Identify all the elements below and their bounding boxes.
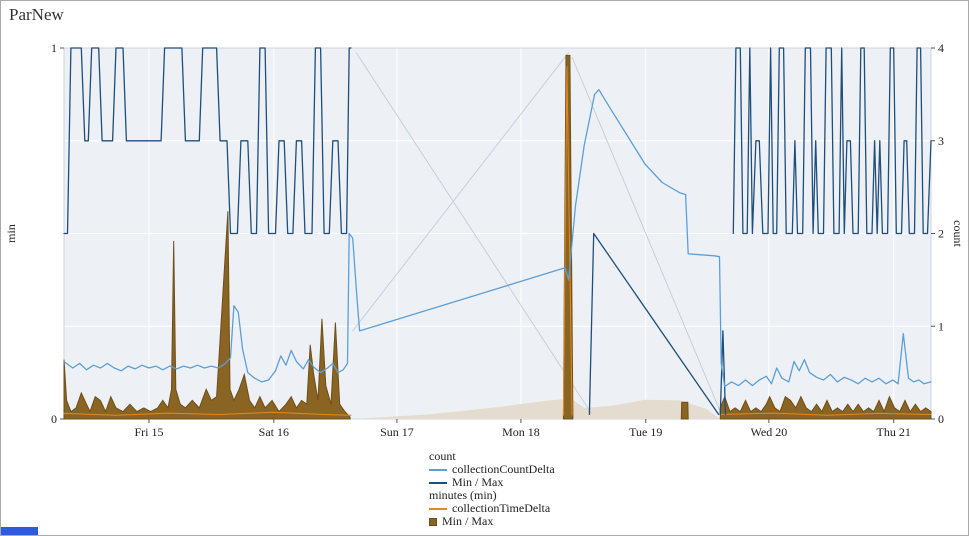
- svg-text:Fri 15: Fri 15: [134, 425, 163, 439]
- svg-text:Sun 17: Sun 17: [380, 425, 414, 439]
- legend-label: Min / Max: [442, 514, 494, 528]
- chart-plot: 0 1 0 1 2 3 4 Fri 15 Sat 16 Sun 17 Mon 18 Tue 19 Wed…: [4, 41, 965, 439]
- bottom-left-blue-bar: [1, 527, 38, 535]
- legend-swatch-line: [429, 481, 447, 484]
- legend-group-title: minutes (min): [429, 488, 497, 502]
- legend-item: collectionCountDelta: [429, 463, 555, 476]
- legend-item: Min / Max: [429, 476, 555, 489]
- legend-label: Min / Max: [452, 475, 504, 489]
- svg-text:count: count: [951, 220, 965, 247]
- svg-text:2: 2: [938, 227, 944, 241]
- svg-text:Thu 21: Thu 21: [877, 425, 911, 439]
- legend-swatch-box: [429, 517, 437, 526]
- legend-swatch-line: [429, 507, 447, 510]
- svg-text:Wed 20: Wed 20: [751, 425, 788, 439]
- svg-text:Mon 18: Mon 18: [502, 425, 540, 439]
- svg-text:0: 0: [51, 412, 57, 426]
- svg-text:Tue 19: Tue 19: [629, 425, 662, 439]
- legend-label: collectionCountDelta: [452, 462, 555, 476]
- svg-text:4: 4: [938, 41, 944, 55]
- legend-swatch-line: [429, 468, 447, 471]
- chart-title: ParNew: [9, 5, 64, 24]
- legend-label: collectionTimeDelta: [452, 501, 551, 515]
- legend-group-title: count: [429, 449, 456, 463]
- legend-item: collectionTimeDelta: [429, 502, 555, 515]
- svg-text:1: 1: [938, 319, 944, 333]
- svg-text:Sat 16: Sat 16: [259, 425, 289, 439]
- svg-text:1: 1: [51, 41, 57, 55]
- svg-text:min: min: [4, 224, 18, 243]
- legend-item: Min / Max: [429, 515, 555, 528]
- svg-text:3: 3: [938, 134, 944, 148]
- chart-legend: count collectionCountDelta Min / Max minute…: [429, 450, 555, 528]
- svg-text:0: 0: [938, 412, 944, 426]
